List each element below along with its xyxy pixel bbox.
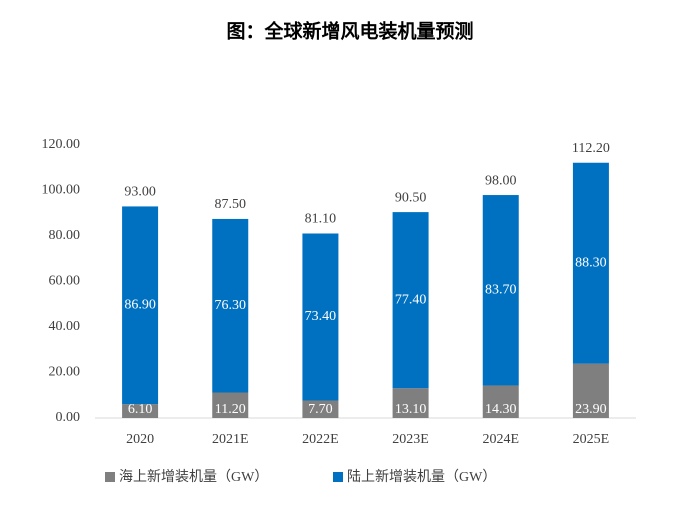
x-tick-label: 2021E <box>212 432 249 447</box>
y-tick-label: 20.00 <box>49 365 81 380</box>
y-tick-label: 120.00 <box>42 137 81 152</box>
bar-segment <box>482 385 519 418</box>
total-label: 93.00 <box>124 185 156 200</box>
data-label: 76.30 <box>215 298 247 313</box>
legend-swatch <box>105 472 115 482</box>
total-label: 90.50 <box>395 190 427 205</box>
y-tick-label: 100.00 <box>42 183 81 198</box>
data-label: 7.70 <box>308 402 333 417</box>
legend-swatch <box>333 472 343 482</box>
total-label: 81.10 <box>305 212 337 227</box>
data-label: 77.40 <box>395 292 427 307</box>
data-label: 14.30 <box>485 402 517 417</box>
total-label: 98.00 <box>485 173 517 188</box>
data-label: 88.30 <box>575 255 607 270</box>
legend-label: 陆上新增装机量（GW） <box>347 469 496 485</box>
bar-segment <box>392 212 429 389</box>
y-tick-label: 0.00 <box>56 410 81 425</box>
chart-title: 图：全球新增风电装机量预测 <box>226 19 473 42</box>
data-label: 11.20 <box>215 402 246 417</box>
data-label: 13.10 <box>395 402 427 417</box>
bar-segment <box>302 233 339 401</box>
data-label: 73.40 <box>305 309 337 324</box>
data-label: 83.70 <box>485 282 517 297</box>
bar-segment <box>392 388 429 418</box>
y-tick-label: 60.00 <box>49 274 81 289</box>
x-tick-label: 2022E <box>302 432 339 447</box>
data-label: 86.90 <box>124 297 156 312</box>
data-label: 6.10 <box>128 402 153 417</box>
y-tick-label: 80.00 <box>49 228 81 243</box>
bar-segment <box>572 162 609 364</box>
total-label: 112.20 <box>572 141 610 156</box>
bar-segment <box>482 195 519 386</box>
data-label: 23.90 <box>575 402 607 417</box>
x-tick-label: 2025E <box>573 432 610 447</box>
x-tick-label: 2020 <box>126 432 154 447</box>
bar-segment <box>212 392 249 418</box>
bar-segment <box>122 404 159 418</box>
legend-label: 海上新增装机量（GW） <box>119 469 268 485</box>
total-label: 87.50 <box>215 197 247 212</box>
bar-segment <box>572 363 609 418</box>
bar-segment <box>212 218 249 393</box>
bar-segment <box>302 400 339 418</box>
x-tick-label: 2023E <box>392 432 429 447</box>
x-tick-label: 2024E <box>482 432 519 447</box>
y-tick-label: 40.00 <box>49 319 81 334</box>
bar-segment <box>122 206 159 405</box>
